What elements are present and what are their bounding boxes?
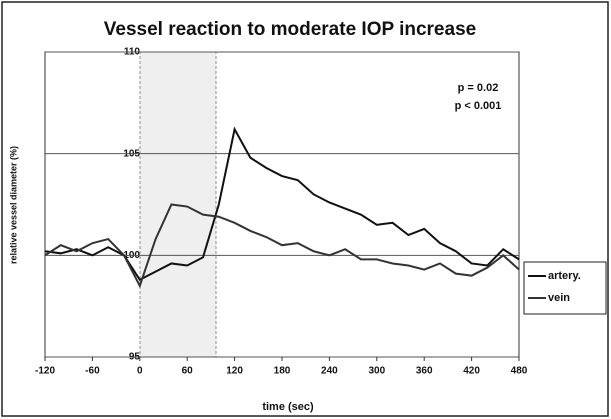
x-tick-label: 180: [274, 366, 291, 377]
x-tick-label: 480: [511, 366, 528, 377]
x-tick-label: 0: [137, 366, 143, 377]
x-tick-label: 240: [321, 366, 338, 377]
x-tick-label: -60: [85, 366, 100, 377]
x-tick-label: 420: [463, 366, 480, 377]
annotation: p = 0.02: [458, 82, 499, 94]
series-line: [44, 203, 520, 289]
x-tick-label: 60: [182, 366, 194, 377]
legend: [523, 261, 607, 315]
x-axis-label: time (sec): [262, 401, 314, 413]
y-axis-label: relative vessel diameter (%): [8, 146, 18, 264]
legend-label: artery.: [548, 270, 581, 282]
x-tick-label: -120: [35, 366, 55, 377]
x-tick-label: 300: [368, 366, 385, 377]
annotation: p < 0.001: [455, 100, 502, 112]
x-tick-label: 360: [416, 366, 433, 377]
chart-title: Vessel reaction to moderate IOP increase: [104, 19, 476, 40]
legend-label: vein: [548, 292, 570, 304]
x-tick-label: 120: [226, 366, 243, 377]
